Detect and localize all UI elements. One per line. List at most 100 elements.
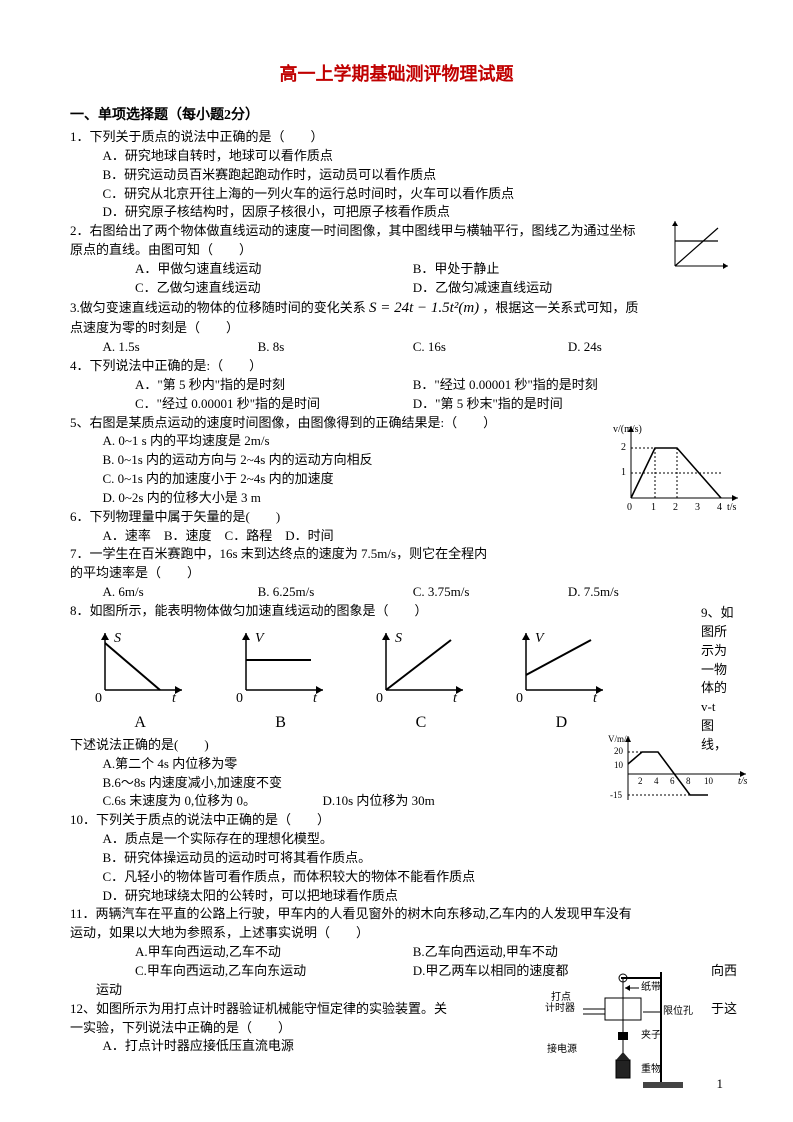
question-6: 6．下列物理量中属于矢量的是( ) A．速率 B．速度 C．路程 D．时间 bbox=[70, 508, 723, 546]
q7-stem2: 的平均速率是（ ） bbox=[70, 564, 723, 583]
page-number: 1 bbox=[717, 1076, 724, 1092]
svg-text:限位孔: 限位孔 bbox=[663, 1004, 693, 1017]
q4-optA: A．"第 5 秒内"指的是时刻 bbox=[103, 376, 413, 395]
svg-text:0: 0 bbox=[516, 691, 523, 703]
svg-text:t/s: t/s bbox=[727, 502, 737, 513]
svg-text:20: 20 bbox=[614, 746, 624, 756]
q4-optD: D．"第 5 秒末"指的是时间 bbox=[413, 395, 723, 414]
q4-stem: 4．下列说法中正确的是:（ ） bbox=[70, 357, 723, 376]
q1-optC: C．研究从北京开往上海的一列火车的运行总时间时，火车可以看作质点 bbox=[70, 185, 723, 204]
q2-figure bbox=[663, 216, 733, 276]
q7-optB: B. 6.25m/s bbox=[258, 583, 413, 602]
q8-graph-C: S 0 t C bbox=[371, 625, 471, 734]
svg-text:V/m/s: V/m/s bbox=[608, 734, 631, 744]
q2-stem1: 2．右图给出了两个物体做直线运动的速度一时间图像，其中图线甲与横轴平行，图线乙为… bbox=[70, 222, 723, 241]
q7-optC: C. 3.75m/s bbox=[413, 583, 568, 602]
svg-text:接电源: 接电源 bbox=[547, 1042, 577, 1055]
q10-stem: 10．下列关于质点的说法中正确的是（ ） bbox=[70, 811, 723, 830]
question-2: 2．右图给出了两个物体做直线运动的速度一时间图像，其中图线甲与横轴平行，图线乙为… bbox=[70, 222, 723, 297]
q12-tail1: 于这 bbox=[711, 1000, 737, 1019]
svg-text:8: 8 bbox=[686, 776, 691, 786]
svg-text:重物: 重物 bbox=[641, 1062, 661, 1075]
svg-text:纸带: 纸带 bbox=[641, 980, 661, 993]
q3-optC: C. 16s bbox=[413, 338, 568, 357]
q8-graphs: S 0 t A V 0 t B bbox=[70, 625, 632, 734]
svg-text:6: 6 bbox=[670, 776, 675, 786]
q3-optD: D. 24s bbox=[568, 338, 723, 357]
q8-graph-A: S 0 t A bbox=[90, 625, 190, 734]
q9-side-2: 示为 bbox=[701, 643, 727, 658]
q9-figure: V/m/s 20 10 -15 2 4 6 8 10 t/s bbox=[608, 730, 753, 808]
svg-text:10: 10 bbox=[614, 760, 624, 770]
svg-text:夹子: 夹子 bbox=[641, 1028, 661, 1041]
svg-text:S: S bbox=[395, 631, 402, 646]
q3-formula: S = 24t − 1.5t²(m) bbox=[369, 300, 479, 316]
q10-optA: A．质点是一个实际存在的理想化模型。 bbox=[70, 830, 723, 849]
question-12: 12、如图所示为用打点计时器验证机械能守恒定律的实验装置。关 于这 一实验，下列… bbox=[70, 1000, 723, 1057]
svg-text:10: 10 bbox=[704, 776, 714, 786]
question-8: 8．如图所示，能表明物体做匀加速直线运动的图象是（ ） S 0 t A bbox=[70, 602, 723, 734]
exam-page: 高一上学期基础测评物理试题 一、单项选择题（每小题2分） 1．下列关于质点的说法… bbox=[0, 0, 793, 1122]
q7-optD: D. 7.5m/s bbox=[568, 583, 723, 602]
q1-optB: B．研究运动员百米赛跑起跑动作时，运动员可以看作质点 bbox=[70, 166, 723, 185]
svg-text:V: V bbox=[255, 631, 265, 646]
q2-stem2: 原点的直线。由图可知（ ） bbox=[70, 241, 723, 260]
exam-title: 高一上学期基础测评物理试题 bbox=[70, 60, 723, 86]
q11-optC: C.甲车向西运动,乙车向东运动 bbox=[103, 962, 413, 981]
svg-text:-15: -15 bbox=[610, 790, 622, 800]
svg-text:2: 2 bbox=[621, 442, 626, 453]
q11-optB: B.乙车向西运动,甲车不动 bbox=[413, 943, 599, 962]
q6-opts: A．速率 B．速度 C．路程 D．时间 bbox=[70, 527, 723, 546]
q9-optC-text: C.6s 末速度为 0,位移为 0。 bbox=[103, 793, 256, 808]
svg-text:2: 2 bbox=[638, 776, 643, 786]
q8-label-A: A bbox=[90, 711, 190, 734]
q11-tail1: 向西 bbox=[711, 962, 737, 981]
q3-optB: B. 8s bbox=[258, 338, 413, 357]
q8-label-B: B bbox=[231, 711, 331, 734]
q2-optA: A．甲做匀速直线运动 bbox=[103, 260, 413, 279]
question-10: 10．下列关于质点的说法中正确的是（ ） A．质点是一个实际存在的理想化模型。 … bbox=[70, 811, 723, 905]
svg-text:0: 0 bbox=[95, 691, 102, 703]
svg-text:V: V bbox=[535, 631, 545, 646]
q11-optA: A.甲车向西运动,乙车不动 bbox=[103, 943, 413, 962]
q4-optB: B．"经过 0.00001 秒"指的是时刻 bbox=[413, 376, 723, 395]
q5-figure: v/(m/s) t/s 2 1 0 1 2 3 4 bbox=[613, 418, 743, 513]
q2-optC: C．乙做匀速直线运动 bbox=[103, 279, 413, 298]
svg-text:打点: 打点 bbox=[551, 990, 571, 1003]
q2-optD: D．乙做匀减速直线运动 bbox=[413, 279, 723, 298]
question-3: 3.做匀变速直线运动的物体的位移随时间的变化关系 S = 24t − 1.5t²… bbox=[70, 298, 723, 357]
q9-side-3: 一物 bbox=[701, 662, 727, 677]
q1-optA: A．研究地球自转时，地球可以看作质点 bbox=[70, 147, 723, 166]
question-9: 下述说法正确的是( ) A.第二个 4s 内位移为零 B.6～8s 内速度减小,… bbox=[70, 736, 723, 811]
q9-side-0: 9、如 bbox=[701, 605, 734, 620]
q8-label-D: D bbox=[511, 711, 611, 734]
svg-text:1: 1 bbox=[621, 467, 626, 478]
q9-side-4: 体的 bbox=[701, 680, 727, 695]
q11-stem2: 运动，如果以大地为参照系，上述事实说明（ ） bbox=[70, 924, 723, 943]
q11-stem1: 11．两辆汽车在平直的公路上行驶，甲车内的人看见窗外的树木向东移动,乙车内的人发… bbox=[70, 905, 723, 924]
q8-graph-D: V 0 t D bbox=[511, 625, 611, 734]
svg-text:0: 0 bbox=[236, 691, 243, 703]
svg-text:4: 4 bbox=[654, 776, 659, 786]
q9-side-1: 图所 bbox=[701, 624, 727, 639]
q3-stem: 3.做匀变速直线运动的物体的位移随时间的变化关系 S = 24t − 1.5t²… bbox=[70, 298, 723, 320]
q7-optA: A. 6m/s bbox=[103, 583, 258, 602]
q8-graph-B: V 0 t B bbox=[231, 625, 331, 734]
question-1: 1．下列关于质点的说法中正确的是（ ） A．研究地球自转时，地球可以看作质点 B… bbox=[70, 128, 723, 222]
q6-stem: 6．下列物理量中属于矢量的是( ) bbox=[70, 508, 723, 527]
q12-stem1-text: 12、如图所示为用打点计时器验证机械能守恒定律的实验装置。关 bbox=[70, 1001, 447, 1016]
svg-text:0: 0 bbox=[376, 691, 383, 703]
q9-optD: D.10s 内位移为 30m bbox=[322, 793, 434, 808]
q8-stem: 8．如图所示，能表明物体做匀加速直线运动的图象是（ ） bbox=[70, 602, 723, 621]
q8-label-C: C bbox=[371, 711, 471, 734]
q3-optA: A. 1.5s bbox=[103, 338, 258, 357]
q10-optB: B．研究体操运动员的运动时可将其看作质点。 bbox=[70, 849, 723, 868]
q10-optC: C．凡轻小的物体皆可看作质点，而体积较大的物体不能看作质点 bbox=[70, 868, 723, 887]
question-7: 7．一学生在百米赛跑中，16s 末到达终点的速度为 7.5m/s，则它在全程内 … bbox=[70, 545, 723, 602]
q1-stem: 1．下列关于质点的说法中正确的是（ ） bbox=[70, 128, 723, 147]
q9-side-5: v-t bbox=[701, 699, 715, 714]
q4-optC: C．"经过 0.00001 秒"指的是时间 bbox=[103, 395, 413, 414]
question-5: 5、右图是某质点运动的速度时间图像，由图像得到的正确结果是:（ ） A. 0~1… bbox=[70, 414, 723, 508]
section-1-header: 一、单项选择题（每小题2分） bbox=[70, 104, 723, 124]
q3-stem2: ，根据这一关系式可知，质 bbox=[482, 300, 638, 315]
